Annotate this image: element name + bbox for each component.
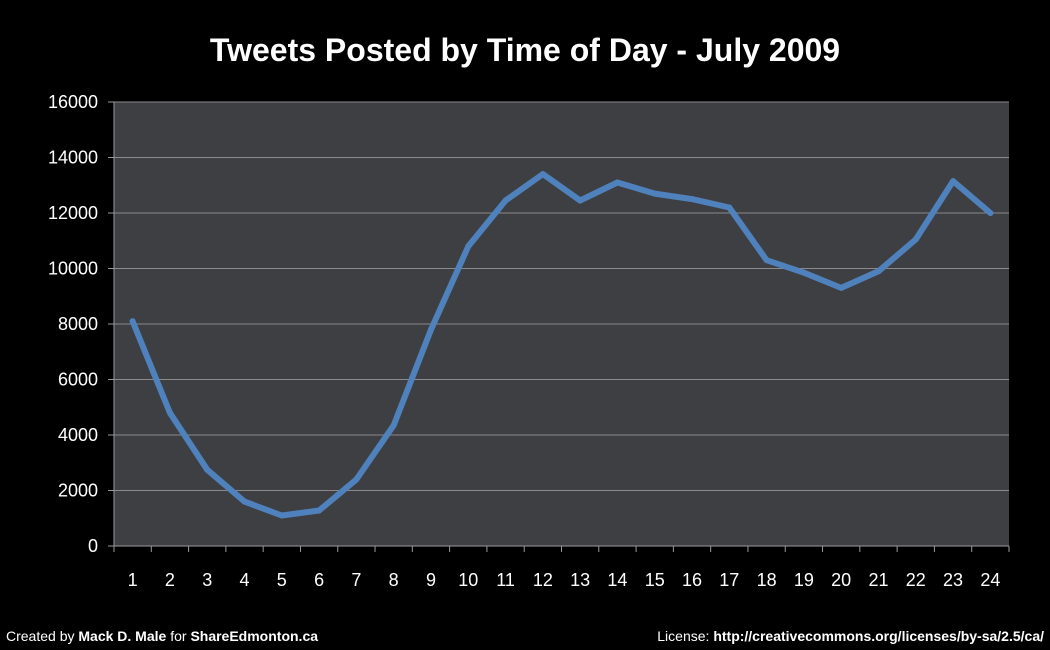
license-footer: License: http://creativecommons.org/lice… xyxy=(657,628,1044,644)
chart-title: Tweets Posted by Time of Day - July 2009 xyxy=(209,32,841,68)
data-point xyxy=(726,204,733,211)
data-point xyxy=(241,498,248,505)
x-tick-label: 11 xyxy=(496,570,515,590)
license-url: http://creativecommons.org/licenses/by-s… xyxy=(713,628,1044,644)
data-point xyxy=(614,179,621,186)
x-tick-label: 13 xyxy=(570,570,590,590)
credit-prefix: Created by xyxy=(6,628,79,644)
data-point xyxy=(465,243,472,250)
y-tick-label: 0 xyxy=(88,536,98,556)
credit-site: ShareEdmonton.ca xyxy=(190,628,319,644)
y-tick-labels: 0 2000 4000 6000 8000 10000 12000 14000 16000 xyxy=(48,92,98,556)
x-tick-label: 5 xyxy=(277,570,287,590)
x-tick-label: 18 xyxy=(757,570,777,590)
x-tick-labels: 1 2 3 4 5 6 7 8 9 10 11 12 13 14 15 16 17 18 19 20 21 22 23 24 xyxy=(128,570,1001,590)
data-point xyxy=(838,284,845,291)
x-tick-label: 16 xyxy=(682,570,702,590)
x-tick-label: 7 xyxy=(351,570,361,590)
data-point xyxy=(204,466,211,473)
data-point xyxy=(577,197,584,204)
x-tick-label: 23 xyxy=(943,570,963,590)
data-point xyxy=(316,507,323,514)
x-tick-label: 19 xyxy=(794,570,814,590)
axes xyxy=(108,101,1010,552)
data-point xyxy=(278,512,285,519)
y-tick-label: 14000 xyxy=(48,148,98,168)
x-tick-label: 6 xyxy=(314,570,324,590)
data-point xyxy=(875,268,882,275)
series-line xyxy=(129,171,994,519)
x-tick-label: 20 xyxy=(831,570,851,590)
data-point xyxy=(353,476,360,483)
data-point xyxy=(502,197,509,204)
x-tick-label: 17 xyxy=(719,570,739,590)
x-tick-label: 24 xyxy=(980,570,1000,590)
x-tick-label: 8 xyxy=(389,570,399,590)
x-tick-label: 9 xyxy=(426,570,436,590)
x-tick-label: 1 xyxy=(128,570,138,590)
data-point xyxy=(689,196,696,203)
series-layer xyxy=(129,171,994,519)
x-tick-label: 21 xyxy=(868,570,888,590)
y-tick-label: 8000 xyxy=(58,314,98,334)
data-point xyxy=(950,178,957,185)
license-prefix: License: xyxy=(657,628,714,644)
x-tick-label: 10 xyxy=(458,570,478,590)
y-tick-label: 12000 xyxy=(48,203,98,223)
x-tick-label: 15 xyxy=(645,570,665,590)
x-tick-label: 2 xyxy=(165,570,175,590)
data-point xyxy=(539,171,546,178)
y-tick-label: 4000 xyxy=(58,425,98,445)
credit-footer: Created by Mack D. Male for ShareEdmonto… xyxy=(6,628,318,644)
data-point xyxy=(912,236,919,243)
y-tick-label: 6000 xyxy=(58,370,98,390)
x-tick-label: 22 xyxy=(906,570,926,590)
y-tick-label: 2000 xyxy=(58,481,98,501)
x-tick-label: 3 xyxy=(202,570,212,590)
data-point xyxy=(800,269,807,276)
y-tick-label: 16000 xyxy=(48,92,98,112)
credit-mid: for xyxy=(166,628,191,644)
x-tick-label: 4 xyxy=(240,570,250,590)
x-tick-label: 12 xyxy=(533,570,553,590)
data-point xyxy=(129,318,136,325)
y-tick-label: 10000 xyxy=(48,259,98,279)
gridlines xyxy=(114,101,1009,491)
data-point xyxy=(763,257,770,264)
x-tick-label: 14 xyxy=(607,570,627,590)
data-point xyxy=(427,326,434,333)
data-point xyxy=(651,190,658,197)
data-point xyxy=(166,409,173,416)
credit-author: Mack D. Male xyxy=(78,628,167,644)
data-point xyxy=(390,422,397,429)
data-point xyxy=(987,210,994,216)
